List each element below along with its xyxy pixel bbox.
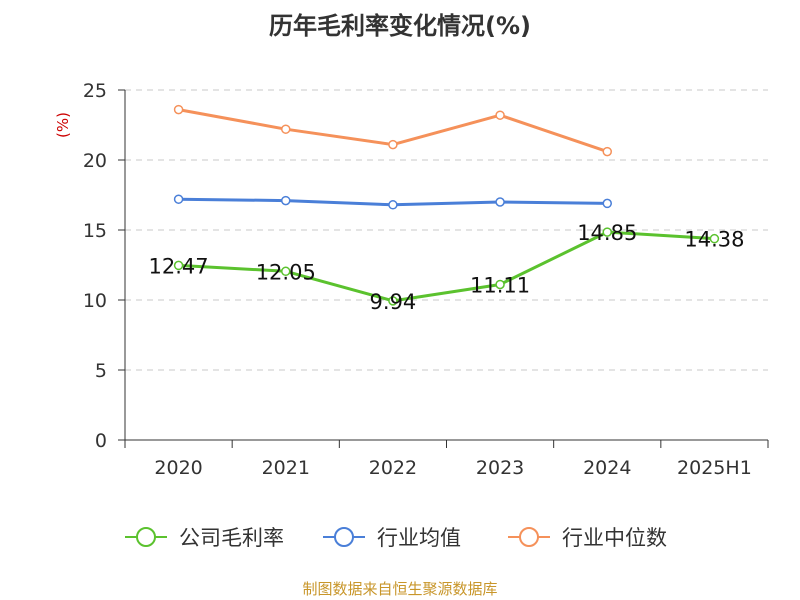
data-point — [173, 104, 184, 115]
y-tick-label: 0 — [95, 430, 107, 452]
data-point — [173, 260, 184, 271]
x-tick-label: 2021 — [262, 457, 310, 479]
legend-label: 公司毛利率 — [179, 526, 284, 550]
data-point — [388, 200, 398, 210]
data-point — [173, 194, 184, 204]
data-label: 9.94 — [370, 290, 417, 314]
data-point — [388, 139, 398, 150]
x-tick-label: 2023 — [476, 457, 524, 479]
data-point — [281, 195, 291, 206]
data-label: 12.05 — [256, 260, 316, 284]
legend-item-0: 公司毛利率 — [125, 526, 284, 550]
chart-title: 历年毛利率变化情况(%) — [269, 12, 531, 40]
series-layer — [173, 104, 720, 306]
data-point — [281, 266, 291, 277]
grid-layer — [125, 89, 768, 371]
x-tick-label: 2025H1 — [677, 457, 752, 479]
legend-item-2: 行业中位数 — [508, 526, 667, 550]
data-point — [495, 110, 505, 120]
series-0 — [173, 227, 720, 306]
y-tick-label: 25 — [83, 80, 107, 102]
series-2 — [173, 104, 612, 157]
y-tick-label: 20 — [83, 150, 107, 172]
legend-label: 行业中位数 — [562, 526, 667, 550]
series-1 — [173, 194, 612, 210]
legend-label: 行业均值 — [377, 526, 461, 550]
data-point — [495, 197, 505, 207]
legend-marker — [334, 527, 354, 547]
data-label: 14.85 — [577, 221, 637, 245]
data-label: 14.38 — [684, 228, 744, 252]
x-tick-label: 2020 — [154, 457, 202, 479]
data-point — [709, 233, 720, 244]
source-note: 制图数据来自恒生聚源数据库 — [302, 580, 498, 598]
x-tick-label: 2024 — [583, 457, 631, 479]
label-layer: 12.47 12.05 9.94 11.11 14.85 14.38 — [149, 221, 745, 314]
legend: 公司毛利率 行业均值 行业中位数 — [125, 526, 667, 550]
data-point — [281, 124, 291, 134]
y-tick-label: 15 — [83, 220, 107, 242]
legend-marker — [519, 527, 539, 547]
y-tick-label: 10 — [83, 290, 107, 312]
data-point — [602, 198, 612, 209]
series-line — [178, 230, 715, 303]
data-point — [388, 296, 398, 306]
data-point — [602, 146, 612, 157]
data-point — [495, 279, 505, 290]
y-tick-label: 5 — [95, 360, 107, 382]
axis-layer: 0 5 10 15 20 25 (%) 2020 2021 2022 2023 2024 2025H1 — [54, 80, 769, 479]
legend-item-1: 行业均值 — [323, 526, 461, 550]
y-axis-label: (%) — [54, 112, 72, 138]
x-tick-label: 2022 — [369, 457, 417, 479]
data-label: 12.47 — [149, 254, 209, 278]
legend-marker — [136, 527, 156, 547]
data-label: 11.11 — [470, 273, 530, 297]
data-point — [602, 227, 612, 237]
